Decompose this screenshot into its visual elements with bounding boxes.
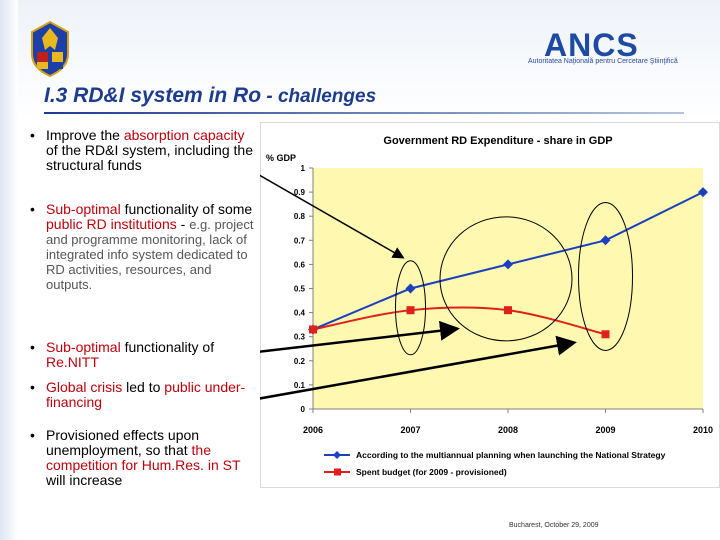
planned-point-marker [503, 259, 513, 270]
logo-text: ANCS [544, 30, 639, 63]
challenge-bullet: • Global crisis led to public under-finan… [30, 380, 260, 410]
bullet-text-segment: public under-financing [46, 379, 246, 410]
bullet-text: Sub-optimal functionality of some public… [46, 201, 260, 293]
y-tick-label: 0.2 [294, 357, 306, 366]
bullet-text-segment: - [176, 216, 190, 232]
page-title-main: I.3 RD&I system in Ro [44, 84, 262, 107]
y-tick-label: 1 [301, 164, 306, 173]
spent-point-marker [504, 306, 512, 315]
series-line-spent [312, 306, 606, 336]
spent-point-marker [406, 306, 415, 315]
spent-point-marker [309, 325, 317, 334]
page-title-sub: - challenges [261, 86, 377, 107]
bullet-text: Provisioned effects upon unemployment, s… [46, 428, 260, 488]
page-title: I.3 RD&I system in Ro - challenges [44, 84, 474, 108]
bullet-dot-icon: • [30, 127, 35, 143]
arrow-to-2008-circle [260, 320, 460, 353]
bullet-text-segment: the competition for Hum.Res. in ST [46, 442, 241, 473]
legend-marker-diamond [333, 451, 341, 459]
bullet-text-segment: functionality of some [120, 201, 253, 217]
bullet-text-segment: led to [122, 379, 165, 395]
challenge-bullet: • Sub-optimal functionality of Re.NITT [30, 340, 260, 370]
planned-point-marker [405, 283, 416, 294]
challenge-bullet: • Improve the absorption capacity of the … [30, 128, 260, 173]
title-underline [44, 112, 684, 114]
planned-point-marker [600, 235, 611, 246]
bullet-dot-icon: • [30, 427, 35, 443]
y-tick-label: 0.7 [294, 236, 306, 245]
bullet-text-segment: Sub-optimal [46, 201, 121, 217]
ancs-logo: ANCS [544, 30, 639, 63]
bullet-text-segment: of the RD&I system, including the struct… [46, 142, 253, 173]
legend-marker-square [334, 468, 341, 476]
logo-subtitle: Autoritatea Naţională pentru Cercetare Ş… [528, 58, 678, 65]
bullet-text-segment: absorption capacity [123, 127, 245, 143]
bullet-text-segment: public RD institutions [46, 216, 177, 232]
bullet-text-segment: functionality of [120, 339, 215, 355]
y-tick-label: 0.6 [294, 260, 306, 269]
bullet-text: Global crisis led to public under-financ… [46, 380, 260, 410]
legend-label: According to the multiannual planning wh… [356, 450, 666, 460]
challenge-bullet: • Sub-optimal functionality of some publi… [30, 201, 260, 293]
coat-of-arms-icon [31, 20, 69, 78]
highlight-circle-2009 [578, 201, 633, 351]
planned-point-marker [698, 187, 708, 198]
rd-expenditure-chart: Government RD Expenditure - share in GDP… [260, 135, 713, 477]
y-tick-label: 0.9 [294, 188, 306, 197]
bullet-text: Sub-optimal functionality of Re.NITT [46, 340, 260, 370]
x-tick-label: 2010 [693, 425, 713, 435]
bullet-text-segment: Global crisis [46, 379, 123, 395]
bullet-text-segment: will increase [46, 472, 123, 488]
y-tick-label: 0 [301, 405, 306, 414]
y-tick-label: 0.3 [294, 333, 306, 342]
spent-point-marker [601, 330, 610, 339]
legend-label: Spent budget (for 2009 - provisioned) [356, 467, 507, 477]
arrow-to-2009-circle [260, 335, 577, 400]
bullet-text: Improve the absorption capacity of the R… [46, 128, 260, 173]
bullet-dot-icon: • [30, 339, 35, 355]
footer-date: Bucharest, October 29, 2009 [509, 522, 599, 529]
y-axis-label: % GDP [266, 153, 296, 163]
bullet-text-segment: Sub-optimal [46, 339, 121, 355]
challenge-bullet: • Provisioned effects upon unemployment, … [30, 428, 260, 488]
highlight-circle-2008 [439, 216, 573, 342]
x-tick-label: 2008 [498, 425, 518, 435]
x-tick-label: 2009 [595, 425, 615, 435]
y-tick-label: 0.5 [294, 285, 306, 294]
highlight-circle-2007 [395, 260, 426, 356]
x-tick-label: 2006 [303, 425, 323, 435]
y-tick-label: 0.4 [294, 309, 306, 318]
bullet-text-segment: Improve the [46, 127, 124, 143]
chart-title: Government RD Expenditure - share in GDP [383, 135, 612, 147]
bullet-text-segment: e.g. project and programme monitoring, l… [46, 217, 254, 292]
left-decorative-stripe [0, 0, 18, 540]
x-tick-label: 2007 [400, 425, 420, 435]
arrow-to-2007-circle [260, 174, 405, 259]
bullet-dot-icon: • [30, 201, 35, 217]
y-tick-label: 0.1 [294, 381, 306, 390]
bullet-dot-icon: • [30, 379, 35, 395]
plot-area [313, 168, 703, 409]
y-tick-label: 0.8 [294, 212, 306, 221]
bullet-text-segment: Provisioned effects upon unemployment, s… [46, 427, 200, 458]
bullet-text-segment: Re.NITT [46, 354, 99, 370]
